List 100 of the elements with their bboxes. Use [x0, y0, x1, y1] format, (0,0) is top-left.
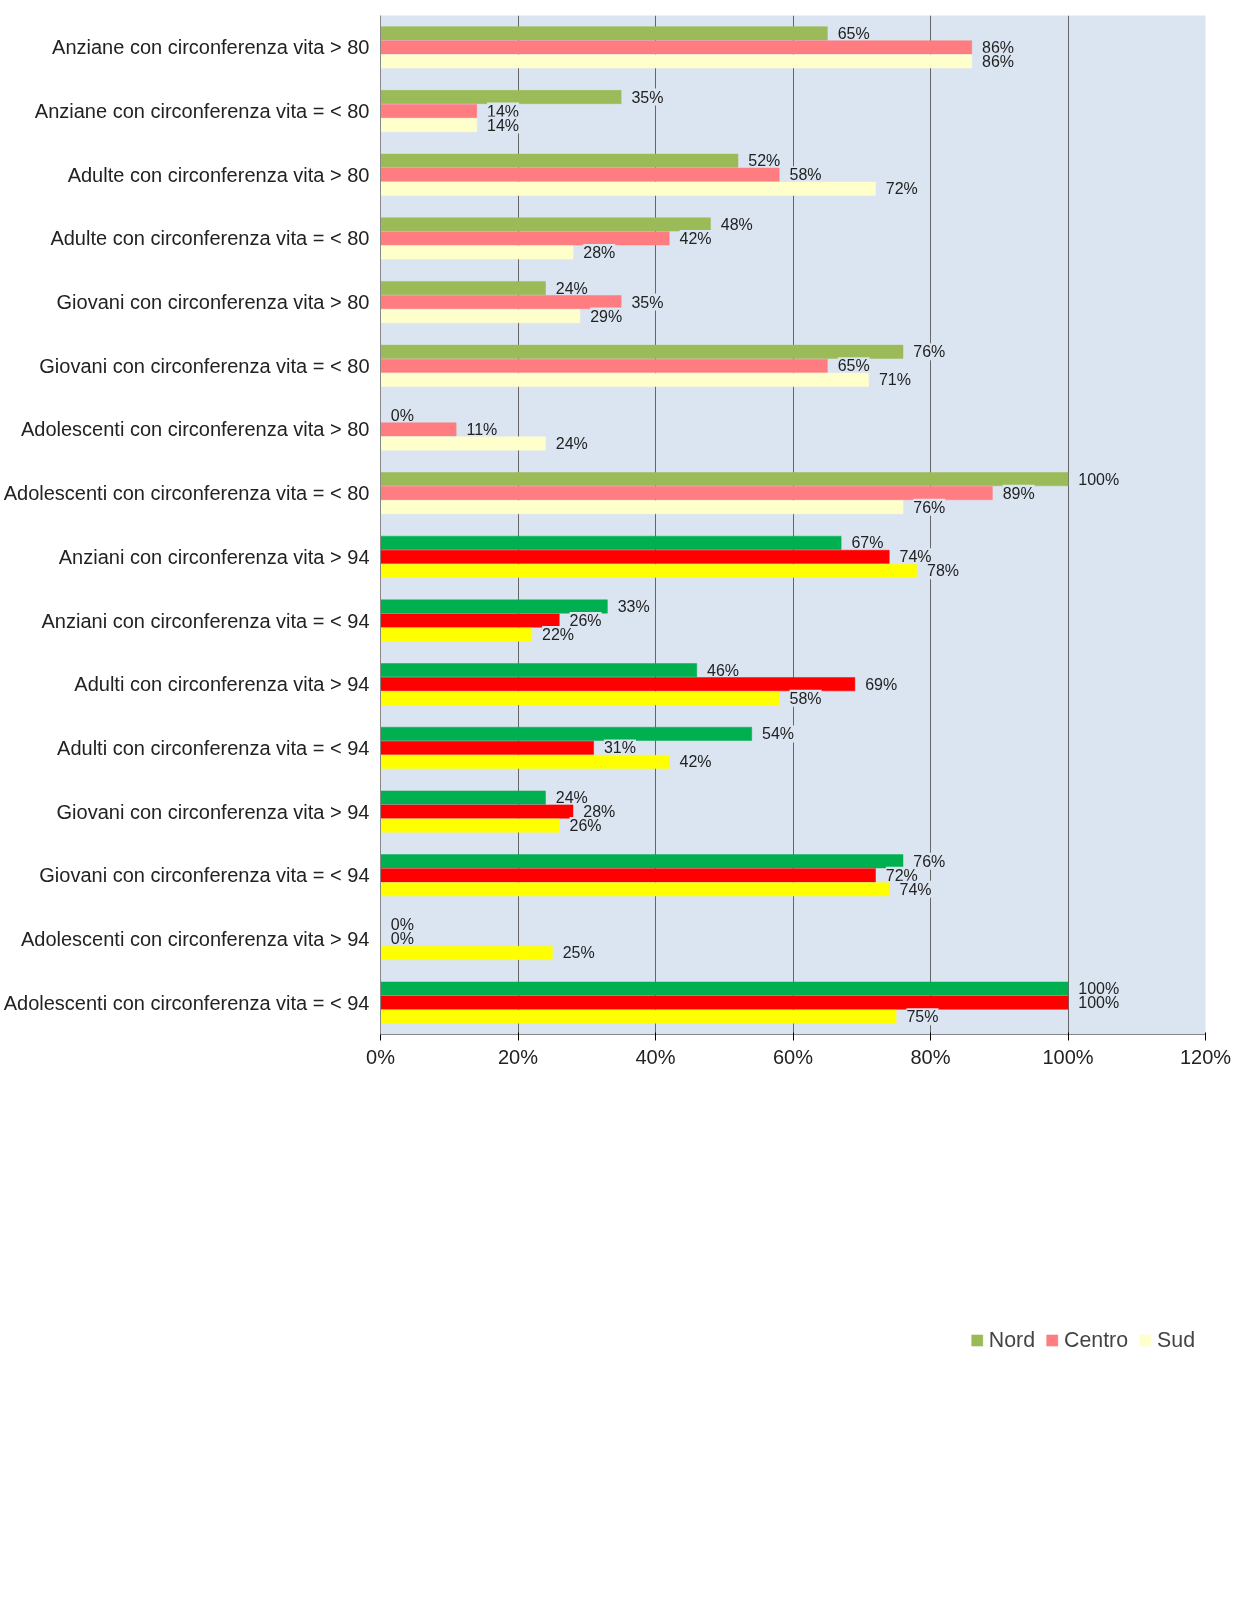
bar [380, 26, 828, 41]
data-label: 22% [542, 626, 575, 644]
data-label: 65% [837, 357, 870, 375]
x-tick-label: 0% [366, 1045, 396, 1068]
bar [380, 281, 546, 295]
data-label: 58% [789, 689, 822, 707]
y-tick-label: Anziani con circonferenza vita > 94 [58, 545, 370, 568]
x-tick-label: 40% [635, 1045, 676, 1068]
y-tick-label: Adolescenti con circonferenza vita > 94 [20, 927, 370, 950]
y-tick-label: Adulte con circonferenza vita = < 80 [50, 227, 370, 250]
data-label: 35% [631, 88, 664, 106]
bar [380, 599, 608, 614]
bar [380, 946, 553, 960]
bar [380, 854, 904, 869]
data-label: 42% [679, 753, 712, 771]
data-label: 78% [927, 562, 960, 580]
bar [380, 217, 711, 232]
data-label: 71% [878, 371, 911, 389]
bar [380, 472, 1069, 487]
bar [380, 741, 594, 755]
bar [380, 309, 581, 324]
legend-label: Nord [988, 1327, 1036, 1353]
data-label: 76% [913, 498, 946, 516]
y-tick-label: Anziane con circonferenza vita = < 80 [34, 100, 370, 123]
data-label: 100% [1078, 994, 1120, 1012]
bar [380, 563, 917, 578]
bar [380, 549, 890, 564]
bar [380, 500, 904, 515]
data-label: 35% [631, 293, 664, 311]
data-label: 69% [865, 675, 898, 693]
y-tick-label: Giovani con circonferenza vita > 80 [56, 291, 370, 314]
y-tick-label: Giovani con circonferenza vita = < 80 [39, 354, 370, 377]
data-label: 29% [590, 307, 623, 325]
bar [380, 344, 904, 359]
data-label: 72% [885, 866, 918, 884]
bar [380, 245, 574, 260]
y-tick-label: Anziane con circonferenza vita > 80 [52, 36, 370, 59]
y-tick-label: Adulti con circonferenza vita = < 94 [57, 736, 370, 759]
bar [380, 663, 697, 678]
data-label: 58% [789, 166, 822, 184]
bar [380, 153, 739, 168]
bar [380, 790, 546, 805]
data-label: 54% [762, 725, 795, 743]
bar [380, 613, 560, 628]
bar [380, 868, 876, 883]
data-label: 26% [569, 817, 602, 835]
bar [380, 231, 670, 246]
bar [380, 804, 574, 819]
bar [380, 677, 856, 692]
y-tick-label: Adolescenti con circonferenza vita = < 80 [3, 482, 370, 505]
bar [380, 882, 890, 897]
data-label: 24% [555, 279, 588, 297]
bar [380, 726, 752, 741]
data-label: 33% [617, 598, 650, 616]
data-label: 42% [679, 229, 712, 247]
x-tick-label: 100% [1042, 1045, 1094, 1068]
bar [380, 90, 622, 104]
bar [380, 358, 828, 373]
data-label: 46% [707, 661, 740, 679]
data-label: 74% [899, 880, 932, 898]
bar [380, 486, 993, 501]
data-label: 89% [1002, 484, 1035, 502]
bar [380, 755, 670, 769]
legend-label: Centro [1064, 1327, 1129, 1353]
bar [380, 54, 972, 69]
data-label: 0% [390, 406, 414, 424]
data-label: 24% [555, 434, 588, 452]
bar [380, 422, 457, 437]
data-label: 76% [913, 343, 946, 361]
y-tick-label: Adolescenti con circonferenza vita > 80 [20, 418, 370, 441]
y-tick-label: Adolescenti con circonferenza vita = < 94 [3, 991, 370, 1014]
data-label: 28% [583, 243, 616, 261]
y-tick-label: Adulti con circonferenza vita > 94 [74, 673, 370, 696]
data-label: 67% [851, 534, 884, 552]
data-label: 14% [487, 102, 520, 120]
data-label: 0% [390, 930, 414, 948]
bar [380, 981, 1069, 996]
data-label: 31% [603, 739, 636, 757]
data-label: 25% [562, 944, 595, 962]
data-label: 86% [982, 52, 1015, 70]
bar [380, 436, 546, 451]
x-tick-label: 120% [1179, 1045, 1232, 1068]
bar [380, 104, 477, 118]
y-tick-label: Giovani con circonferenza vita = < 94 [39, 864, 370, 887]
bar [380, 295, 622, 309]
bar [380, 818, 560, 833]
bar [380, 167, 780, 182]
bar [380, 627, 532, 642]
data-label: 14% [487, 116, 520, 134]
x-tick-label: 20% [497, 1045, 539, 1068]
y-tick-label: Anziani con circonferenza vita = < 94 [41, 609, 370, 632]
data-label: 48% [720, 215, 753, 233]
data-label: 72% [885, 180, 918, 198]
bar [380, 118, 477, 132]
data-label: 100% [1078, 470, 1120, 488]
data-label: 75% [906, 1008, 939, 1026]
x-tick-label: 80% [910, 1045, 951, 1068]
bar [380, 181, 876, 196]
x-tick-label: 60% [772, 1045, 814, 1068]
bar [380, 691, 780, 706]
